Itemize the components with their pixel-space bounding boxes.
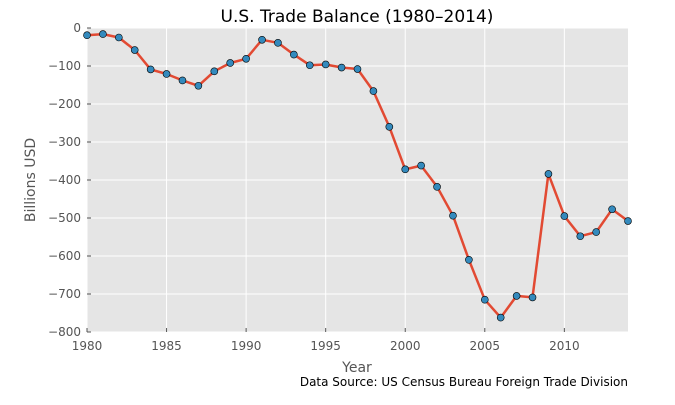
data-point: [115, 33, 123, 42]
data-point: [544, 170, 553, 178]
x-axis-label: Year: [341, 360, 372, 376]
data-point: [528, 293, 537, 302]
data-point: [130, 46, 139, 54]
data-point: [401, 165, 410, 174]
source-note: Data Source: US Census Bureau Foreign Tr…: [300, 375, 628, 389]
x-tick-label: 2005: [470, 339, 501, 353]
y-tick-label: −600: [48, 249, 81, 263]
data-point: [353, 65, 362, 73]
y-tick-label: −100: [48, 59, 81, 73]
y-tick-label: −200: [48, 97, 81, 111]
data-point: [433, 183, 441, 191]
y-tick-label: −800: [48, 325, 81, 339]
grid-lines: [86, 27, 628, 333]
data-point: [480, 295, 489, 304]
data-point: [146, 65, 155, 74]
data-point: [512, 292, 521, 300]
y-tick-label: −500: [48, 211, 81, 225]
axis-ticks: 1980 1985 1990 1995 2000 2005 2010 0 −100 −200 −30…: [48, 21, 580, 353]
data-point: [290, 50, 298, 59]
data-point: [337, 63, 346, 72]
data-point: [624, 217, 632, 225]
data-point: [210, 67, 219, 76]
data-point: [465, 255, 473, 264]
data-point: [194, 81, 203, 90]
data-point: [449, 211, 457, 220]
x-tick-label: 2010: [549, 339, 580, 353]
x-tick-label: 1990: [231, 339, 262, 353]
data-point: [321, 60, 330, 69]
x-tick-label: 2000: [390, 339, 421, 353]
data-point: [83, 31, 91, 40]
data-point: [369, 87, 378, 95]
data-point: [592, 228, 600, 236]
data-point: [385, 123, 394, 131]
data-point: [417, 161, 425, 170]
y-tick-label: −300: [48, 135, 81, 149]
data-point: [178, 76, 187, 85]
y-tick-label: −400: [48, 173, 81, 187]
x-tick-label: 1980: [72, 339, 103, 353]
data-point: [305, 61, 314, 70]
data-point: [258, 35, 266, 44]
data-point: [99, 30, 107, 38]
data-point: [274, 39, 282, 47]
chart-title: U.S. Trade Balance (1980–2014): [221, 7, 494, 27]
data-point: [242, 54, 250, 63]
data-point: [162, 70, 171, 78]
series-layer: [83, 30, 632, 322]
y-tick-label: −700: [48, 287, 81, 301]
data-point: [576, 232, 585, 241]
x-tick-label: 1995: [310, 339, 341, 353]
y-axis-label: Billions USD: [23, 138, 39, 222]
data-point: [496, 313, 505, 322]
y-tick-label: 0: [73, 21, 81, 35]
data-point: [608, 205, 616, 214]
data-point: [560, 212, 569, 220]
data-point: [226, 59, 235, 67]
x-tick-label: 1985: [151, 339, 182, 353]
